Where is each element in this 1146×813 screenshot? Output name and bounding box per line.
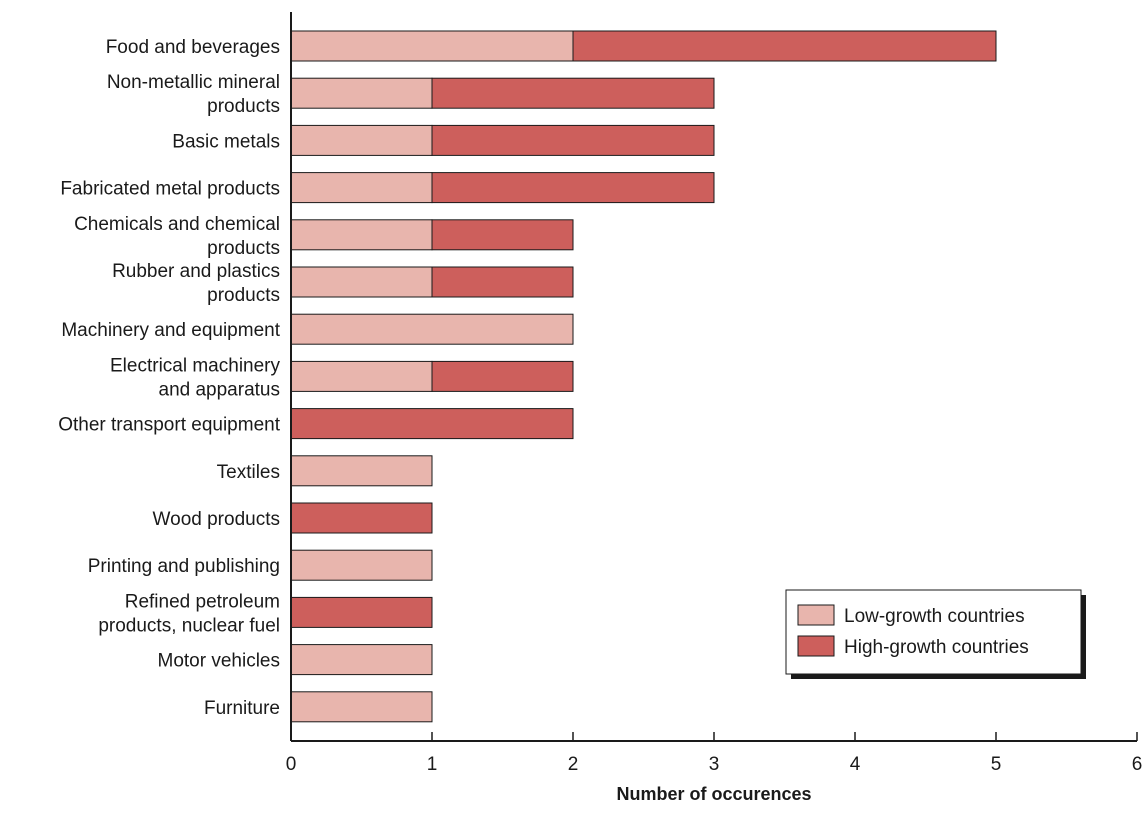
bar-low-6 <box>290 313 574 345</box>
legend: Low-growth countries High-growth countrie… <box>785 589 1086 679</box>
category-labels: Food and beverages Non-metallic mineral pr… <box>58 37 281 719</box>
category-label-14: Furniture <box>204 698 280 719</box>
bar-low-5 <box>290 266 433 298</box>
legend-swatch-low <box>797 604 835 626</box>
bar-low-9 <box>290 455 433 487</box>
bar-high-7 <box>431 360 574 392</box>
bar-low-3 <box>290 172 433 204</box>
x-tick-label-5: 5 <box>991 754 1002 775</box>
category-label-8: Other transport equipment <box>58 415 281 436</box>
bars-layer <box>290 30 997 723</box>
category-label-11: Printing and publishing <box>88 556 280 577</box>
bar-high-12 <box>290 596 433 628</box>
category-label-2: Basic metals <box>172 131 280 152</box>
category-label-7-line-0: Electrical machinery <box>110 355 280 376</box>
x-tick-label-4: 4 <box>850 754 861 775</box>
bar-low-2 <box>290 124 433 156</box>
category-label-6: Machinery and equipment <box>61 320 280 341</box>
legend-box <box>785 589 1082 675</box>
x-tick-label-1: 1 <box>427 754 438 775</box>
category-label-13: Motor vehicles <box>158 651 281 672</box>
bar-low-13 <box>290 644 433 676</box>
bar-high-4 <box>431 219 574 251</box>
bar-low-0 <box>290 30 574 62</box>
legend-items: Low-growth countries High-growth countrie… <box>797 604 1029 658</box>
legend-label-low: Low-growth countries <box>844 606 1025 627</box>
x-tick-label-0: 0 <box>286 754 297 775</box>
bar-high-0 <box>572 30 997 62</box>
bar-low-4 <box>290 219 433 251</box>
bar-high-8 <box>290 408 574 440</box>
bar-high-5 <box>431 266 574 298</box>
x-axis-title: Number of occurences <box>616 784 811 804</box>
category-label-0: Food and beverages <box>106 37 280 58</box>
category-label-1-line-0: Non-metallic mineral <box>107 72 280 93</box>
legend-swatch-high <box>797 635 835 657</box>
bar-high-2 <box>431 124 715 156</box>
bar-low-7 <box>290 360 433 392</box>
bar-low-11 <box>290 549 433 581</box>
category-label-3: Fabricated metal products <box>60 179 280 200</box>
category-label-5-line-0: Rubber and plastics <box>112 261 280 282</box>
category-label-1-line-1: products <box>207 96 280 117</box>
legend-label-high: High-growth countries <box>844 637 1029 658</box>
category-label-5-line-1: products <box>207 285 280 306</box>
x-tick-label-6: 6 <box>1132 754 1143 775</box>
bar-high-3 <box>431 172 715 204</box>
category-label-9: Textiles <box>217 462 280 483</box>
bar-low-1 <box>290 77 433 109</box>
category-label-10: Wood products <box>153 509 280 530</box>
category-label-12-line-0: Refined petroleum <box>125 591 280 612</box>
bar-high-1 <box>431 77 715 109</box>
category-label-12-line-1: products, nuclear fuel <box>98 615 280 636</box>
x-tick-label-3: 3 <box>709 754 720 775</box>
category-label-4-line-0: Chemicals and chemical <box>74 214 280 235</box>
bar-high-10 <box>290 502 433 534</box>
category-label-4-line-1: products <box>207 238 280 259</box>
category-label-7-line-1: and apparatus <box>159 379 281 400</box>
bar-low-14 <box>290 691 433 723</box>
x-axis-ticks: 0 1 2 3 4 5 6 <box>286 732 1143 775</box>
x-tick-label-2: 2 <box>568 754 579 775</box>
